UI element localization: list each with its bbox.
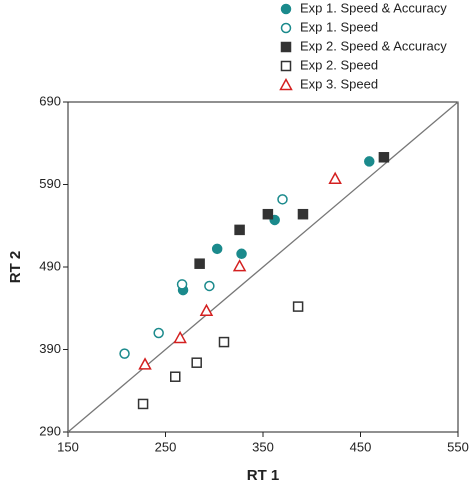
data-point	[119, 348, 130, 359]
y-tick-label: 490	[39, 258, 61, 273]
y-tick-label: 690	[39, 93, 61, 108]
data-point	[277, 194, 288, 205]
y-tick-label: 290	[39, 423, 61, 438]
y-tick-label: 590	[39, 176, 61, 191]
data-point	[173, 330, 187, 344]
data-point	[199, 303, 214, 316]
x-tick-label: 450	[350, 439, 372, 454]
legend-marker	[280, 3, 292, 15]
data-point	[211, 243, 223, 255]
x-axis-title: RT 1	[247, 467, 280, 484]
data-point	[176, 279, 188, 290]
x-tick-label: 250	[155, 439, 177, 454]
data-point	[262, 208, 274, 220]
x-tick-label: 550	[447, 439, 469, 454]
data-point	[191, 357, 202, 368]
data-point	[234, 224, 245, 236]
legend-label: Exp 1. Speed	[300, 19, 378, 34]
y-tick-label: 390	[39, 341, 61, 356]
data-point	[232, 259, 247, 272]
data-point	[170, 371, 181, 382]
data-point	[153, 327, 164, 339]
legend-marker	[280, 60, 292, 72]
data-point	[138, 357, 152, 370]
reference-line	[67, 101, 459, 433]
y-axis-title: RT 2	[7, 251, 24, 284]
legend-marker	[279, 77, 293, 91]
x-tick-label: 350	[252, 439, 274, 454]
legend-label: Exp 1. Speed & Accuracy	[300, 0, 447, 15]
data-point	[364, 156, 375, 167]
data-point	[194, 258, 205, 269]
data-point	[236, 248, 247, 260]
legend-marker	[280, 41, 292, 53]
legend-label: Exp 2. Speed & Accuracy	[300, 38, 447, 53]
data-point	[328, 171, 342, 184]
data-point	[378, 152, 390, 163]
data-point	[137, 398, 149, 410]
data-point	[204, 280, 215, 292]
data-point	[292, 301, 304, 312]
legend-label: Exp 2. Speed	[300, 57, 378, 72]
data-point	[297, 208, 309, 220]
x-tick-label: 150	[57, 439, 79, 454]
legend-label: Exp 3. Speed	[300, 76, 378, 91]
legend-marker	[280, 22, 292, 34]
data-point	[218, 336, 230, 348]
